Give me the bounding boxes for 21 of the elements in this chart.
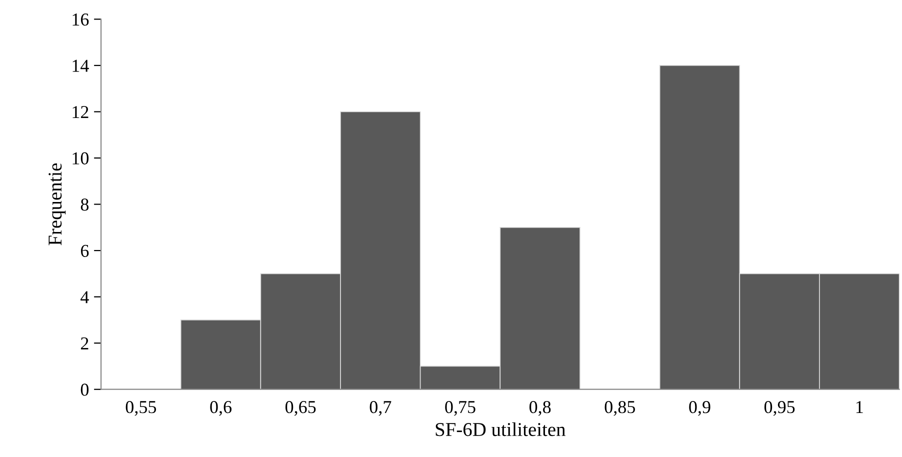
- x-tick-label: 0,8: [529, 400, 551, 416]
- y-tick-label: 16: [72, 14, 89, 26]
- x-tick-label: 0,95: [764, 400, 795, 416]
- y-tick-label: 6: [80, 244, 89, 257]
- y-tick-label: 12: [72, 106, 88, 118]
- x-tick-label: 0,65: [285, 400, 316, 416]
- y-tick-label: 10: [72, 152, 89, 164]
- y-tick-label: 4: [80, 291, 89, 304]
- x-tick-label: 1: [856, 401, 863, 414]
- x-tick-label: 0,6: [210, 400, 232, 416]
- y-tick-label: 8: [80, 198, 89, 211]
- y-tick-label: 0: [80, 384, 89, 396]
- x-axis-title: SF-6D utiliteiten: [436, 422, 566, 436]
- y-tick-label: 2: [80, 337, 88, 350]
- x-tick-label: 0,7: [370, 400, 392, 416]
- x-tick-label: 0,9: [689, 400, 710, 416]
- x-tick-label: 0,75: [445, 400, 476, 416]
- y-axis-title: Frequentie: [48, 163, 66, 246]
- y-tick-label: 14: [72, 60, 89, 72]
- x-tick-label: 0,55: [126, 400, 156, 416]
- x-tick-label: 0,85: [604, 400, 635, 416]
